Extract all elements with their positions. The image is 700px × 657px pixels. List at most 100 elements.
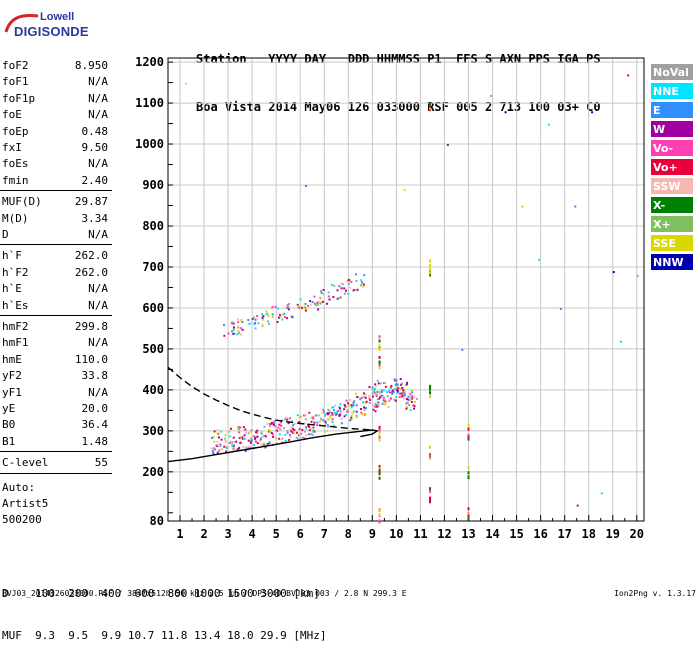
echo-point [345, 399, 348, 402]
echo-point [283, 312, 286, 315]
echo-point [252, 316, 255, 319]
param-value: 0.48 [81, 124, 109, 138]
echo-point [315, 303, 318, 306]
echo-point [377, 397, 380, 400]
echo-point [467, 427, 470, 431]
echo-point [350, 416, 353, 419]
echo-point [260, 313, 263, 316]
param-value: N/A [88, 385, 108, 399]
echo-point [313, 295, 316, 298]
echo-point [235, 440, 238, 443]
param-value: N/A [88, 108, 108, 122]
echo-point [231, 330, 234, 333]
param-value: 262.0 [74, 265, 108, 279]
echo-point [327, 295, 330, 298]
echo-point [232, 326, 235, 329]
echo-point [278, 314, 281, 317]
echo-point [355, 416, 358, 419]
echo-point [359, 408, 362, 411]
echo-point [378, 362, 381, 366]
echo-point [395, 379, 398, 382]
echo-point [378, 396, 381, 399]
echo-point [353, 289, 356, 292]
x-tick-label: 12 [437, 527, 451, 541]
echo-point [268, 430, 271, 433]
echo-point [410, 389, 413, 392]
echo-point [247, 318, 250, 321]
logo-product: DIGISONDE [14, 24, 89, 39]
legend-item: X+ [650, 215, 694, 233]
echo-point [287, 305, 290, 308]
echo-point [340, 417, 343, 420]
echo-point [239, 333, 242, 336]
digisonde-logo: Lowell DIGISONDE [0, 8, 120, 48]
echo-point [389, 390, 392, 393]
echo-point [272, 423, 275, 426]
echo-point [339, 296, 342, 299]
echo-point [413, 407, 416, 410]
echo-point [263, 443, 266, 446]
echo-point [331, 412, 334, 415]
echo-point [286, 429, 289, 432]
echo-point [329, 416, 332, 419]
echo-point [242, 426, 245, 429]
echo-point [384, 385, 387, 388]
echo-point [363, 406, 366, 409]
param-row: h`E N/A [0, 281, 112, 297]
echo-point [211, 450, 214, 453]
echo-point [429, 267, 432, 271]
param-row: yF1 N/A [0, 385, 112, 401]
file-info-footer: BVJ03_2014126033000.RSF / 384fx512h 50 k… [2, 589, 407, 598]
echo-point [356, 396, 359, 399]
echo-point [236, 427, 239, 430]
echo-point [220, 438, 223, 441]
echo-point [352, 404, 355, 407]
echo-point [429, 395, 432, 399]
echo-point [237, 326, 240, 329]
param-value: 55 [94, 456, 108, 470]
echo-point [239, 327, 242, 330]
echo-point [287, 422, 290, 425]
echo-point [304, 414, 307, 417]
echo-point [261, 325, 264, 328]
echo-point [290, 430, 293, 433]
echo-point [382, 397, 385, 400]
echo-point [305, 185, 308, 188]
x-tick-label: 20 [630, 527, 644, 541]
echo-point [341, 283, 344, 286]
echo-point [403, 189, 406, 192]
echo-point [346, 280, 349, 283]
echo-point [446, 144, 449, 147]
echo-point [360, 396, 363, 399]
echo-point [405, 383, 408, 386]
echo-point [231, 321, 234, 324]
echo-point [393, 378, 396, 381]
echo-point [273, 420, 276, 423]
echo-point [316, 301, 319, 304]
echo-point [355, 279, 358, 282]
echo-point [239, 441, 242, 444]
echo-point [415, 397, 418, 400]
echo-point [250, 429, 253, 432]
echo-point [388, 399, 391, 402]
echo-point [429, 106, 432, 110]
x-tick-label: 8 [345, 527, 352, 541]
echo-point [374, 387, 377, 390]
version-label: Ion2Png v. 1.3.17 [614, 589, 696, 598]
echo-point [345, 413, 348, 416]
param-label: foEp [2, 124, 29, 138]
echo-point [280, 424, 283, 427]
muf-distance-table: D 100 200 400 600 800 1000 1500 3000 [km… [2, 559, 327, 657]
echo-point [312, 417, 315, 420]
echo-point [429, 271, 432, 275]
echo-point [327, 412, 330, 415]
echo-point [377, 401, 380, 404]
echo-point [636, 275, 639, 278]
echo-point [576, 504, 579, 507]
echo-point [371, 392, 374, 395]
echo-point [350, 404, 353, 407]
echo-point [323, 410, 326, 413]
echo-point [547, 123, 550, 126]
echo-point [230, 442, 233, 445]
legend-item: Vo- [650, 139, 694, 157]
